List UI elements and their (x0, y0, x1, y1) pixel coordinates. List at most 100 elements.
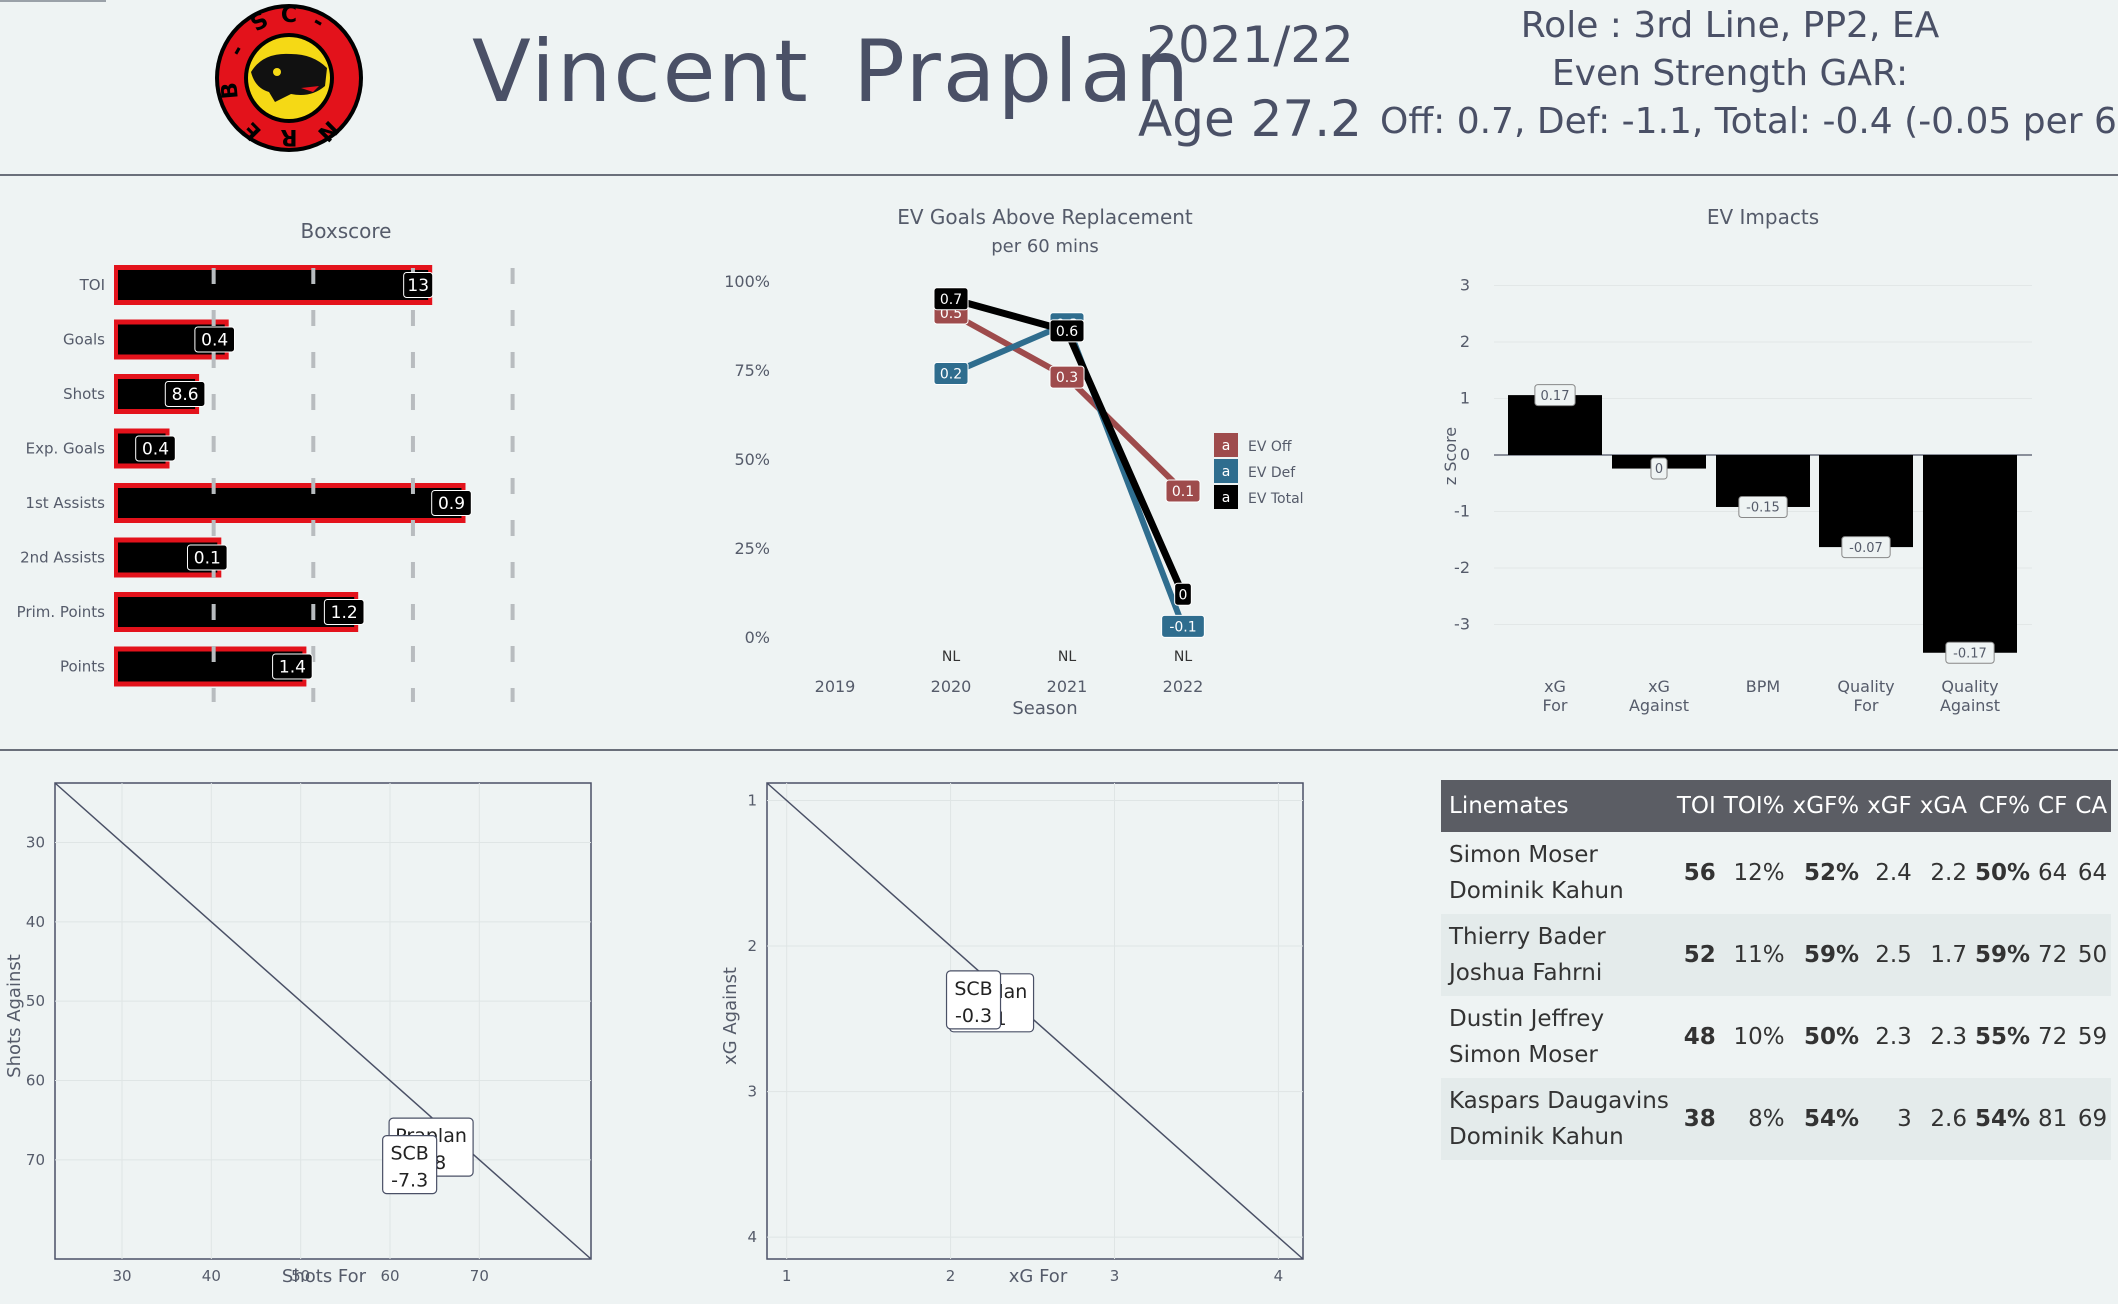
shots-xtick: 30 (112, 1267, 131, 1285)
header-divider (0, 174, 2118, 176)
shots-xtick: 40 (202, 1267, 221, 1285)
impacts-value-label: 0.17 (1534, 384, 1576, 407)
gar-values: Off: 0.7, Def: -1.1, Total: -0.4 (-0.05 … (1380, 101, 2118, 142)
gar-xtick: 2022 (1163, 677, 1204, 696)
boxscore-value-label-box (272, 653, 313, 680)
impacts-value-label: -0.15 (1738, 495, 1788, 518)
shots-point-value: -7.3 (391, 1170, 428, 1192)
season-block: 2021/22 Age 27.2 (1130, 8, 1370, 156)
gar-point-label-text: 0.2 (940, 367, 962, 383)
impacts-bar (1819, 455, 1913, 548)
linemate-names: Thierry Bader Joshua Fahrni (1441, 914, 1673, 996)
boxscore-bar (118, 651, 303, 682)
impacts-value-label: -0.17 (1945, 641, 1995, 664)
shots-ylabel: Shots Against (4, 954, 25, 1078)
gar-legend-marker: a (1222, 438, 1231, 454)
gar-point-label: 0.6 (1049, 319, 1085, 343)
gar-title: Even Strength GAR: (1551, 53, 1909, 94)
boxscore-value-label-box (323, 599, 365, 625)
cell-toi-pct: 8% (1719, 1078, 1789, 1160)
xg-scatter-chart: xG For xG Against 12341234Praplan0.1SCB-… (720, 782, 1304, 1287)
impacts-category-label: Quality (1941, 677, 1998, 696)
impacts-category-label: xG (1544, 677, 1566, 696)
gar-point-label-text: -0.1 (1169, 619, 1196, 635)
gar-point-label: 0.2 (933, 362, 969, 386)
ev-impacts-chart: EV Impacts z Score 3210-1-2-30.17xGFor0x… (1441, 205, 2032, 715)
cell-toi: 38 (1672, 1078, 1720, 1160)
top-rule (0, 0, 106, 2)
boxscore-category-label: Points (60, 658, 105, 676)
impacts-value-label-box (1650, 457, 1668, 480)
cell-ca: 50 (2071, 914, 2112, 996)
linemate-1: Dustin Jeffrey (1449, 1006, 1605, 1032)
cell-xgf: 3 (1863, 1078, 1916, 1160)
cell-xgf: 2.4 (1875, 860, 1912, 886)
role-label: Role : 3rd Line, PP2, EA (1520, 5, 1940, 46)
gar-point-label: 0.7 (933, 287, 969, 311)
table-row: Kaspars Daugavins Dominik Kahun 38 8% 54%… (1441, 1078, 2112, 1160)
cell-xgf: 2.5 (1863, 914, 1916, 996)
gar-legend-label: EV Total (1248, 491, 1304, 507)
impacts-ylabel: z Score (1441, 427, 1460, 485)
gar-legend-swatch (1214, 433, 1238, 457)
linemates-table: Linemates TOI TOI% xGF% xGF xGA CF% CF C… (1441, 780, 2112, 1160)
linemate-1: Simon Moser (1449, 842, 1598, 868)
gar-league-label: NL (1174, 649, 1192, 665)
cell-xgf: 2.3 (1875, 1024, 1912, 1050)
boxscore-category-label: Shots (63, 385, 105, 403)
xg-point-name: SCB (954, 978, 992, 1000)
cell-toi-pct: 10% (1733, 1024, 1785, 1050)
boxscore-bar (118, 270, 429, 300)
boxscore-value-label: 0.4 (135, 435, 176, 462)
cell-xgf-pct: 59% (1788, 914, 1864, 996)
impacts-value-label-text: -0.07 (1849, 541, 1883, 556)
boxscore-category-label: 2nd Assists (20, 549, 105, 567)
shots-ytick: 40 (26, 913, 45, 931)
gar-point-label-box (1174, 582, 1192, 606)
shots-xtick: 60 (380, 1267, 399, 1285)
gar-title: EV Goals Above Replacement (897, 205, 1193, 229)
impacts-ytick: -1 (1454, 502, 1470, 521)
cell-cf-pct: 59% (1970, 914, 2035, 996)
linemate-names: Kaspars Daugavins Dominik Kahun (1441, 1078, 1673, 1160)
linemates-header-row: Linemates TOI TOI% xGF% xGF xGA CF% CF C… (1441, 780, 2112, 832)
impacts-ytick: 3 (1460, 276, 1470, 295)
boxscore-bar (118, 597, 355, 627)
gar-point-label-box (1161, 614, 1205, 638)
gar-point-label-box (933, 362, 969, 386)
gar-ytick: 50% (734, 450, 770, 469)
boxscore-value-label-text: 0.4 (142, 440, 169, 460)
boxscore-chart: Boxscore TOI Goals Shots Exp. Goals 1st Assi… (17, 219, 515, 702)
cell-xgf-pct: 52% (1804, 860, 1860, 886)
table-row: Dustin Jeffrey Simon Moser 48 10% 50% 2.3… (1441, 996, 2111, 1078)
shots-scatter-chart: Shots For Shots Against 30 40 50 60 70 30 40 50… (4, 782, 592, 1287)
linemate-names: Simon Moser Dominik Kahun (1441, 832, 1673, 914)
cell-cf-pct: 54% (1970, 1078, 2035, 1160)
gar-league-label: NL (942, 649, 960, 665)
gar-point-label-text: 0.3 (1056, 370, 1078, 386)
cell-toi: 48 (1683, 1024, 1716, 1050)
cell-cf-pct: 50% (1974, 860, 2031, 886)
impacts-value-label: -0.07 (1841, 536, 1891, 559)
team-logo: S C - - B E R N (213, 2, 365, 154)
xg-ytick: 3 (747, 1083, 757, 1101)
boxscore-value-label-text: 1.2 (331, 603, 358, 623)
impacts-ytick: 1 (1460, 389, 1470, 408)
shots-ytick: 60 (26, 1072, 45, 1090)
col-cf: CF (2034, 780, 2072, 832)
boxscore-value-label: 8.6 (164, 381, 206, 407)
col-ca: CA (2071, 780, 2112, 832)
xg-xtick: 1 (782, 1267, 792, 1285)
cell-xga: 2.6 (1915, 1078, 1971, 1160)
impacts-bar (1923, 455, 2017, 653)
col-linemates: Linemates (1441, 780, 1673, 832)
col-toi: TOI (1672, 780, 1720, 832)
svg-text:R: R (280, 124, 297, 149)
impacts-value-label-box (1841, 536, 1891, 559)
cell-xga: 2.3 (1930, 1024, 1967, 1050)
boxscore-value-label: 0.4 (194, 326, 236, 353)
xg-xtick: 4 (1274, 1267, 1284, 1285)
shots-xtick: 70 (470, 1267, 489, 1285)
impacts-value-label-box (1738, 495, 1788, 518)
xg-point-value: -0.3 (955, 1005, 992, 1027)
